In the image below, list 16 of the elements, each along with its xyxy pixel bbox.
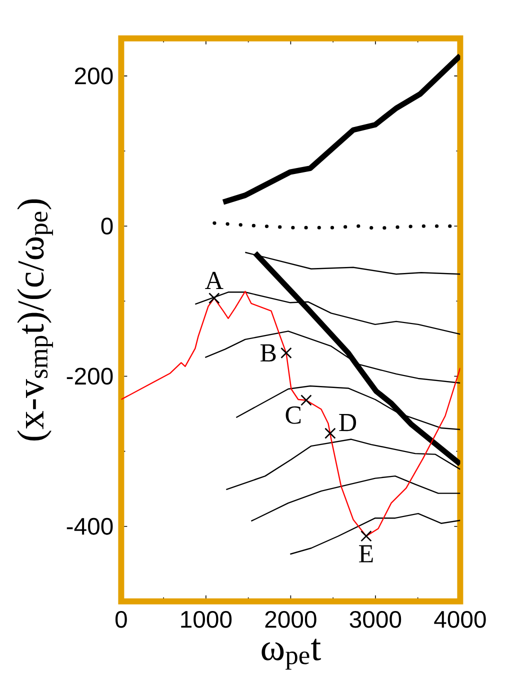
y-tick-label: 0 (101, 218, 113, 235)
x-axis-title: ω$_{pe}$t (262, 638, 321, 670)
y-axis-title: (x-v$_{smp}$t)/(c/ω$_{pe}$) (17, 199, 53, 440)
annotation: A (205, 272, 224, 289)
x-tick-label: 3000 (350, 610, 402, 628)
y-tick-label: 200 (74, 68, 113, 84)
annotation: B (260, 344, 276, 362)
y-tick-label: -400 (66, 518, 113, 535)
x-tick-label: 0 (115, 610, 127, 628)
x-tick-label: 1000 (181, 610, 232, 628)
annotation: D (339, 414, 356, 432)
x-tick-label: 4000 (434, 610, 486, 628)
x-tick-label: 2000 (265, 610, 316, 628)
annotation: C (286, 406, 301, 424)
y-tick-label: -200 (66, 368, 113, 385)
annotation: E (359, 545, 373, 562)
